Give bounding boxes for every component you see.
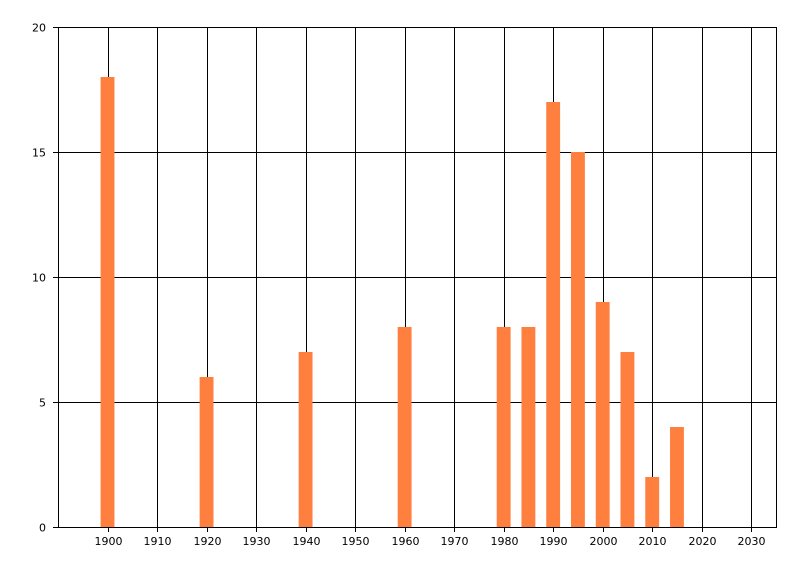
bar-2015 — [670, 427, 684, 527]
y-tick-label: 0 — [39, 522, 46, 535]
x-tick-label: 1990 — [540, 535, 568, 548]
x-tick-label: 1970 — [441, 535, 469, 548]
y-tick-label: 10 — [32, 272, 46, 285]
y-tick-label: 5 — [39, 397, 46, 410]
axes — [53, 27, 777, 532]
x-tick-label: 1920 — [194, 535, 222, 548]
grid-lines — [58, 27, 777, 527]
x-tick-label: 1910 — [144, 535, 172, 548]
x-tick-label: 2000 — [590, 535, 618, 548]
bar-2005 — [620, 352, 635, 527]
y-tick-label: 20 — [32, 22, 46, 35]
bar-1990 — [546, 102, 561, 527]
bar-1980 — [496, 327, 511, 527]
x-tick-label: 2020 — [689, 535, 717, 548]
x-tick-label: 1930 — [243, 535, 271, 548]
x-tick-label: 1950 — [342, 535, 370, 548]
x-tick-label: 2010 — [639, 535, 667, 548]
bar-1900 — [100, 77, 115, 527]
y-tick-labels: 0 5 10 15 20 — [32, 22, 46, 535]
bar-1920 — [199, 377, 214, 527]
bar-1985 — [521, 327, 536, 527]
x-tick-label: 2030 — [738, 535, 766, 548]
x-tick-label: 1940 — [293, 535, 321, 548]
bar-2010 — [645, 477, 660, 527]
x-tick-label: 1900 — [95, 535, 123, 548]
y-tick-label: 15 — [32, 147, 46, 160]
bars — [100, 77, 684, 527]
x-tick-labels: 1900 1910 1920 1930 1940 1950 1960 1970 1980 1990… — [95, 535, 766, 548]
x-tick-label: 1980 — [491, 535, 519, 548]
bar-1995 — [570, 152, 585, 527]
x-tick-label: 1960 — [392, 535, 420, 548]
bar-1940 — [298, 352, 313, 527]
bar-2000 — [595, 302, 610, 527]
bar-1960 — [397, 327, 412, 527]
